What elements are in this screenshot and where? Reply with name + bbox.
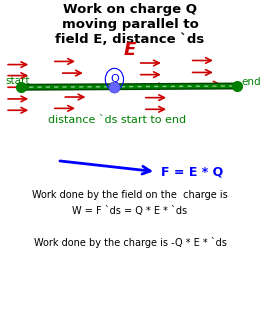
Text: W = F `ds = Q * E * `ds: W = F `ds = Q * E * `ds — [73, 206, 187, 216]
Text: Q: Q — [110, 74, 119, 84]
Text: end: end — [242, 77, 260, 87]
Text: F = E * Q: F = E * Q — [161, 165, 223, 178]
Text: start: start — [5, 76, 30, 86]
Text: Work done by the charge is -Q * E * `ds: Work done by the charge is -Q * E * `ds — [34, 237, 226, 248]
Text: Work done by the field on the  charge is: Work done by the field on the charge is — [32, 190, 228, 200]
Text: E: E — [124, 41, 136, 60]
Text: distance `ds start to end: distance `ds start to end — [48, 115, 186, 125]
Text: Work on charge Q
moving parallel to
field E, distance `ds: Work on charge Q moving parallel to fiel… — [55, 3, 205, 46]
